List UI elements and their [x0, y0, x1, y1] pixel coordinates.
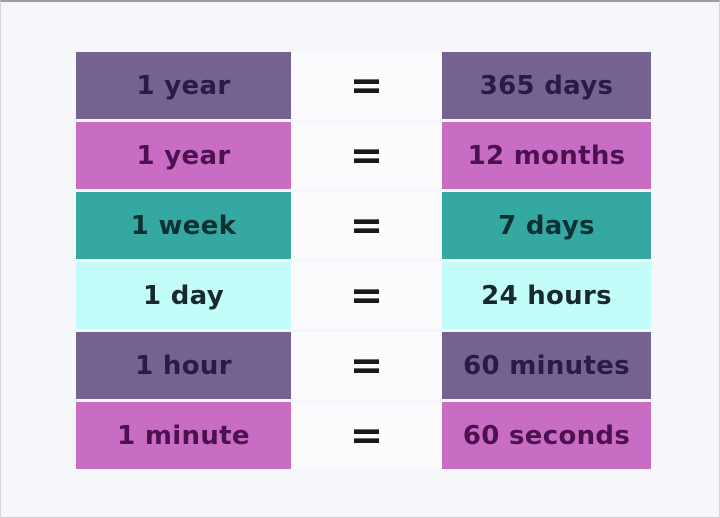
unit-cell: 1 year [76, 122, 291, 189]
equals-sign: = [291, 122, 442, 189]
time-conversion-table: 1 year = 365 days 1 year = 12 months 1 w… [76, 52, 651, 472]
table-row: 1 hour = 60 minutes [76, 332, 651, 399]
value-cell: 60 minutes [442, 332, 651, 399]
table-row: 1 year = 365 days [76, 52, 651, 119]
value-cell: 365 days [442, 52, 651, 119]
equals-sign: = [291, 192, 442, 259]
value-cell: 7 days [442, 192, 651, 259]
equals-sign: = [291, 332, 442, 399]
table-row: 1 year = 12 months [76, 122, 651, 189]
table-row: 1 minute = 60 seconds [76, 402, 651, 469]
unit-cell: 1 year [76, 52, 291, 119]
equals-sign: = [291, 262, 442, 329]
unit-cell: 1 week [76, 192, 291, 259]
equals-sign: = [291, 52, 442, 119]
value-cell: 60 seconds [442, 402, 651, 469]
equals-sign: = [291, 402, 442, 469]
table-row: 1 week = 7 days [76, 192, 651, 259]
unit-cell: 1 day [76, 262, 291, 329]
unit-cell: 1 minute [76, 402, 291, 469]
unit-cell: 1 hour [76, 332, 291, 399]
value-cell: 12 months [442, 122, 651, 189]
value-cell: 24 hours [442, 262, 651, 329]
table-row: 1 day = 24 hours [76, 262, 651, 329]
